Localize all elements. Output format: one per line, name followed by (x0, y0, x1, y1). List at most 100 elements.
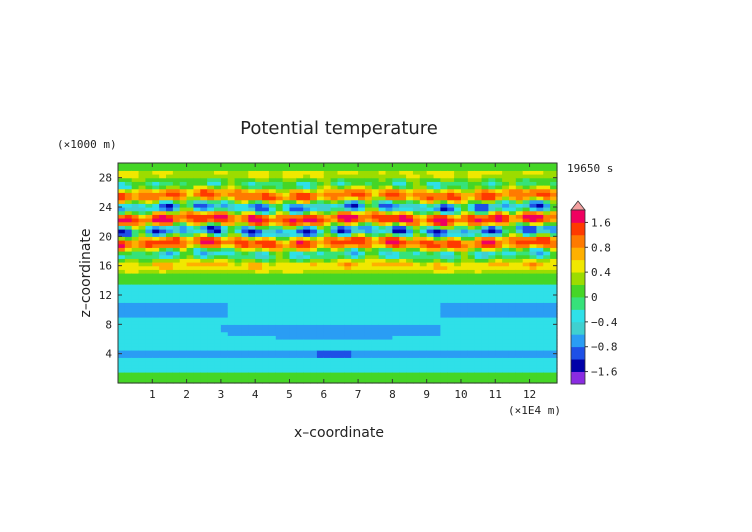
heatmap-cell (166, 181, 174, 186)
heatmap-cell (364, 273, 373, 278)
heatmap-cell (508, 258, 517, 263)
heatmap-cell (138, 306, 147, 311)
heatmap-cell (241, 346, 249, 351)
heatmap-cell (474, 339, 483, 344)
heatmap-cell (145, 368, 153, 373)
heatmap-cell (145, 346, 153, 351)
heatmap-cell (412, 291, 421, 296)
heatmap-cell (220, 254, 229, 259)
heatmap-cell (426, 368, 435, 373)
heatmap-cell (241, 229, 249, 234)
heatmap-cell (460, 298, 469, 303)
heatmap-cell (166, 364, 174, 369)
heatmap-cell (502, 236, 510, 241)
heatmap-cell (399, 254, 407, 259)
heatmap-cell (481, 291, 490, 296)
heatmap-cell (282, 262, 291, 267)
heatmap-cell (351, 346, 359, 351)
heatmap-cell (268, 254, 277, 259)
heatmap-cell (358, 218, 366, 223)
heatmap-cell (179, 192, 188, 197)
heatmap-cell (460, 163, 469, 168)
heatmap-cell (474, 218, 483, 223)
heatmap-cell (502, 218, 510, 223)
heatmap-cell (282, 269, 291, 274)
heatmap-cell (392, 273, 400, 278)
heatmap-cell (310, 309, 318, 314)
heatmap-cell (131, 342, 140, 347)
heatmap-cell (118, 181, 126, 186)
heatmap-cell (371, 368, 380, 373)
heatmap-cell (193, 199, 201, 204)
heatmap-cell (550, 203, 558, 208)
heatmap-cell (323, 163, 332, 168)
heatmap-cell (241, 298, 249, 303)
heatmap-cell (118, 309, 126, 314)
heatmap-cell (193, 225, 201, 230)
heatmap-cell (433, 353, 441, 358)
heatmap-cell (138, 375, 147, 380)
heatmap-cell (508, 364, 517, 369)
heatmap-cell (358, 313, 366, 318)
heatmap-cell (508, 177, 517, 182)
heatmap-cell (337, 342, 345, 347)
heatmap-cell (522, 196, 531, 201)
heatmap-cell (454, 295, 462, 300)
heatmap-cell (241, 218, 249, 223)
heatmap-cell (310, 269, 318, 274)
heatmap-cell (550, 218, 558, 223)
heatmap-cell (152, 331, 160, 336)
heatmap-cell (166, 262, 174, 267)
heatmap-cell (118, 192, 126, 197)
heatmap-cell (214, 320, 222, 325)
heatmap-cell (447, 306, 455, 311)
heatmap-cell (385, 276, 393, 281)
heatmap-cell (118, 177, 126, 182)
heatmap-cell (310, 364, 318, 369)
heatmap-cell (371, 353, 380, 358)
heatmap-cell (152, 372, 160, 377)
heatmap-cell (131, 302, 140, 307)
heatmap-cell (502, 350, 510, 355)
heatmap-cell (138, 243, 147, 248)
heatmap-cell (337, 258, 345, 263)
heatmap-cell (412, 324, 421, 329)
heatmap-cell (447, 214, 455, 219)
heatmap-cell (460, 350, 469, 355)
heatmap-cell (392, 196, 400, 201)
heatmap-cell (344, 177, 352, 182)
heatmap-cell (289, 166, 297, 171)
heatmap-cell (152, 199, 160, 204)
heatmap-cell (179, 265, 188, 270)
heatmap-cell (337, 262, 345, 267)
heatmap-cell (289, 192, 297, 197)
heatmap-cell (385, 269, 393, 274)
heatmap-cell (145, 335, 153, 340)
heatmap-cell (248, 280, 256, 285)
heatmap-cell (550, 328, 558, 333)
heatmap-cell (166, 339, 174, 344)
heatmap-cell (406, 339, 414, 344)
heatmap-cell (536, 372, 544, 377)
heatmap-cell (296, 229, 304, 234)
heatmap-cell (124, 302, 133, 307)
heatmap-cell (241, 177, 249, 182)
heatmap-cell (371, 280, 380, 285)
heatmap-cell (310, 368, 318, 373)
heatmap-cell (550, 269, 558, 274)
heatmap-cell (207, 280, 215, 285)
heatmap-cell (179, 375, 188, 380)
heatmap-cell (214, 335, 222, 340)
heatmap-cell (330, 251, 339, 256)
heatmap-cell (364, 280, 373, 285)
heatmap-cell (385, 353, 393, 358)
heatmap-cell (467, 236, 476, 241)
heatmap-cell (220, 320, 229, 325)
heatmap-cell (316, 295, 325, 300)
heatmap-cell (419, 188, 428, 193)
heatmap-cell (289, 276, 297, 281)
heatmap-cell (200, 306, 208, 311)
heatmap-cell (316, 342, 325, 347)
heatmap-cell (316, 368, 325, 373)
heatmap-cell (323, 170, 332, 175)
